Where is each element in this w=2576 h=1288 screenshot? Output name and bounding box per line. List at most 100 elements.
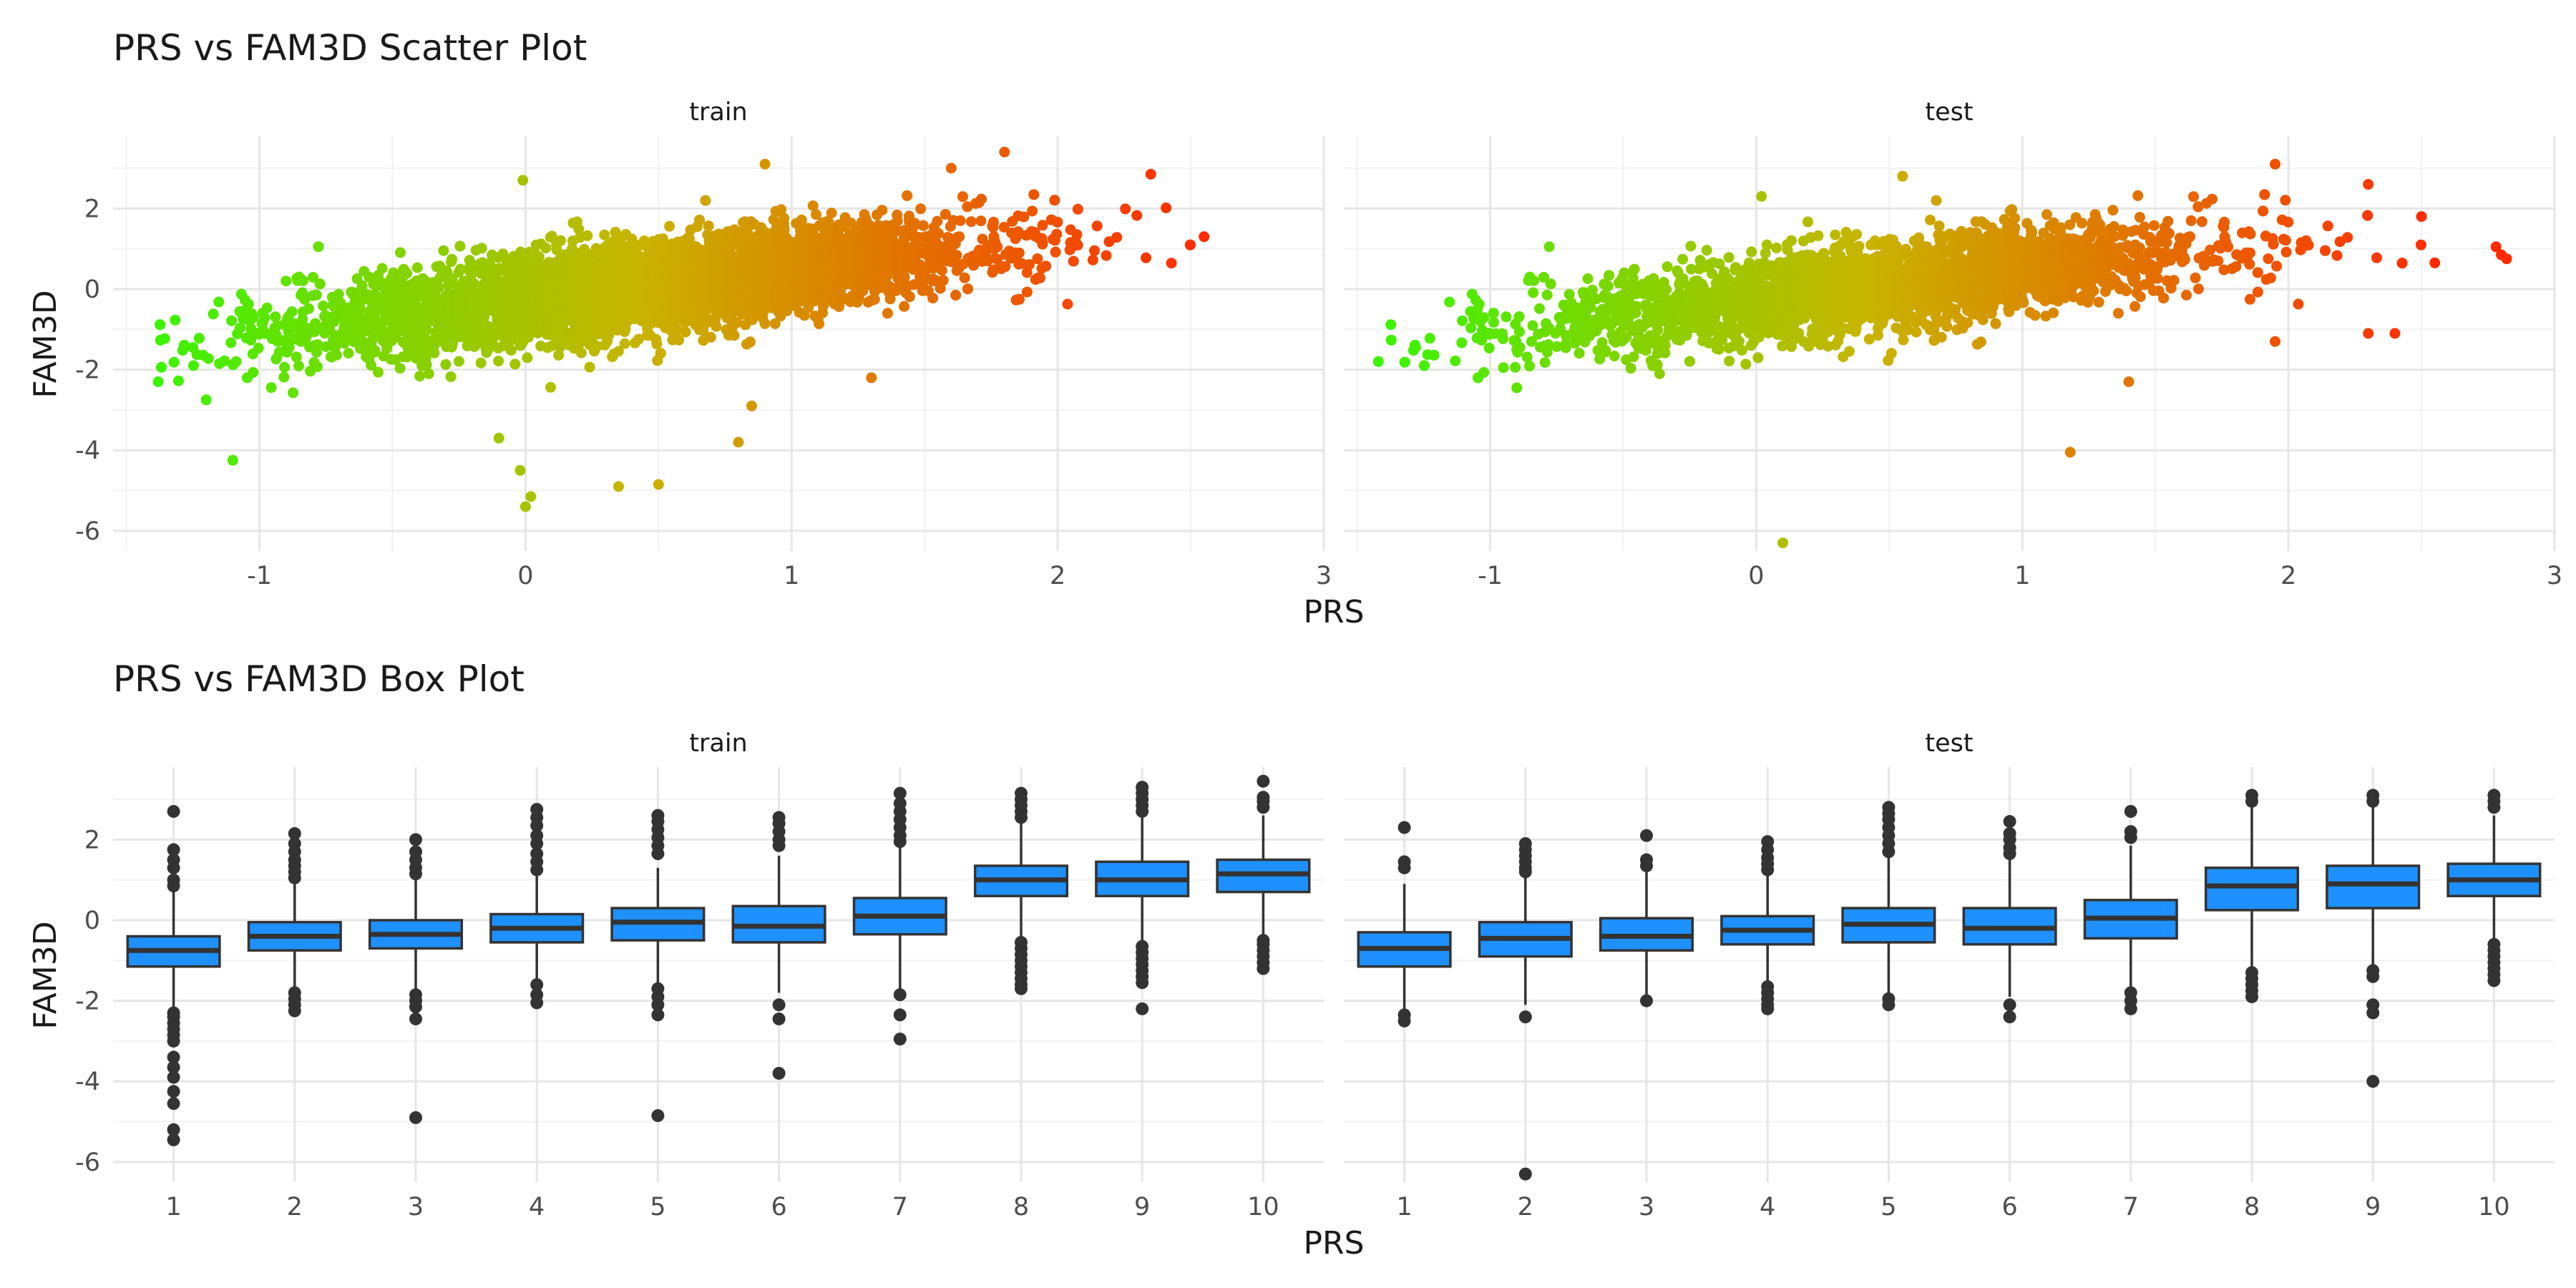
scatter-point <box>429 347 440 358</box>
scatter-point <box>314 278 326 290</box>
scatter-point <box>401 268 413 279</box>
scatter-point <box>280 275 292 287</box>
scatter-point <box>447 253 458 265</box>
scatter-point <box>545 381 556 393</box>
scatter-point <box>493 432 504 444</box>
scatter-point <box>308 272 318 283</box>
scatter-point <box>619 338 630 349</box>
scatter-point <box>227 454 238 466</box>
scatter-point <box>525 491 537 502</box>
scatter-point <box>613 481 624 492</box>
scatter-x-tick-label: 3 <box>1316 562 1332 590</box>
scatter-point <box>178 339 190 351</box>
scatter-point <box>826 208 837 219</box>
scatter-point <box>261 302 273 313</box>
scatter-point <box>711 321 722 332</box>
scatter-x-tick-label: 0 <box>517 562 533 590</box>
scatter-point <box>168 356 180 368</box>
scatter-point <box>705 331 716 343</box>
scatter-point <box>373 366 384 378</box>
scatter-point <box>475 357 487 369</box>
scatter-point <box>664 220 675 232</box>
scatter-point <box>358 336 369 347</box>
scatter-point <box>265 382 277 394</box>
scatter-y-tick-label: -4 <box>75 436 100 465</box>
scatter-point <box>445 371 457 382</box>
scatter-point <box>388 267 399 278</box>
scatter-point <box>286 306 298 317</box>
scatter-y-tick-label: 2 <box>84 195 100 223</box>
scatter-point <box>651 338 663 350</box>
scatter-point <box>555 235 566 246</box>
scatter-point <box>584 361 595 373</box>
scatter-point <box>447 273 458 284</box>
scatter-point <box>493 356 504 367</box>
scatter-point <box>376 263 388 274</box>
scatter-point <box>877 205 888 216</box>
scatter-point <box>899 301 910 312</box>
scatter-point <box>259 312 270 323</box>
scatter-point <box>759 158 771 170</box>
scatter-y-tick-label: -2 <box>75 356 100 385</box>
scatter-point <box>354 302 366 313</box>
scatter-point <box>904 291 915 303</box>
scatter-point <box>369 345 381 356</box>
scatter-point <box>288 387 298 399</box>
scatter-point <box>279 361 291 373</box>
scatter-point <box>297 314 308 326</box>
scatter-point <box>421 324 433 336</box>
scatter-point <box>440 358 452 370</box>
scatter-point <box>312 339 323 351</box>
scatter-point <box>892 215 903 227</box>
scatter-point <box>779 213 790 224</box>
scatter-y-tick-label: 0 <box>84 275 100 304</box>
scatter-point <box>321 341 332 352</box>
scatter-point <box>728 330 740 341</box>
scatter-point <box>343 348 354 359</box>
scatter-point <box>454 240 466 252</box>
scatter-point <box>902 190 913 201</box>
scatter-point <box>248 312 259 323</box>
scatter-x-tick-label: -1 <box>247 562 272 590</box>
scatter-point <box>395 247 406 258</box>
scatter-point <box>582 230 593 241</box>
scatter-point <box>694 215 705 225</box>
scatter-point <box>394 363 406 374</box>
scatter-point <box>193 333 205 344</box>
scatter-point <box>270 311 281 323</box>
scatter-point <box>453 356 464 367</box>
scatter-point <box>519 501 531 512</box>
scatter-point <box>356 280 368 291</box>
scatter-point <box>243 298 254 310</box>
scatter-point <box>476 243 487 254</box>
scatter-point <box>882 308 893 319</box>
scatter-point <box>414 371 426 382</box>
scatter-point <box>155 319 166 331</box>
scatter-point <box>245 334 257 346</box>
scatter-point <box>159 333 170 344</box>
scatter-point <box>203 353 214 364</box>
scatter-point <box>514 464 526 476</box>
scatter-point <box>219 355 230 366</box>
scatter-point <box>366 360 377 371</box>
scatter-point <box>575 347 587 358</box>
scatter-point <box>318 301 329 311</box>
scatter-point <box>540 243 552 253</box>
scatter-point <box>866 372 877 384</box>
scatter-point <box>235 322 246 333</box>
scatter-point <box>454 263 466 275</box>
scatter-x-tick-label: 1 <box>784 562 799 590</box>
scatter-point <box>152 376 164 387</box>
scatter-point <box>311 289 322 301</box>
scatter-point <box>170 314 181 326</box>
scatter-point <box>759 318 771 329</box>
scatter-point <box>312 361 323 372</box>
scatter-title: PRS vs FAM3D Scatter Plot <box>113 27 587 69</box>
scatter-point <box>278 371 290 383</box>
scatter-x-tick-label: 2 <box>1050 562 1065 590</box>
scatter-point <box>434 282 444 293</box>
scatter-point <box>517 175 529 186</box>
scatter-y-tick-label: -6 <box>75 517 100 546</box>
scatter-point <box>333 288 344 300</box>
